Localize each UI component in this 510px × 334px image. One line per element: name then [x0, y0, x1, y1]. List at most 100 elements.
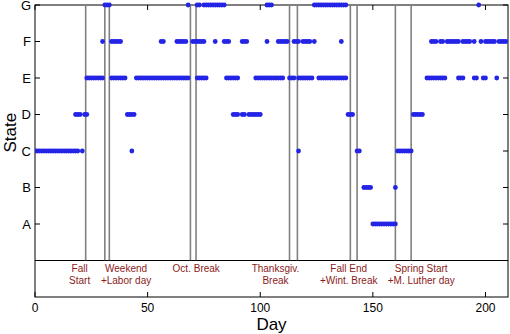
- y-tick-label: B: [22, 180, 31, 195]
- y-tick-label: F: [23, 34, 31, 49]
- point: [368, 185, 373, 190]
- point: [235, 76, 240, 81]
- y-axis-label: State: [1, 113, 20, 153]
- x-tick-label: 150: [363, 301, 383, 315]
- point: [204, 76, 209, 81]
- annotation-text: Break: [262, 275, 289, 286]
- y-tick: [35, 78, 40, 79]
- point: [285, 39, 290, 44]
- annotation-text: +Wint. Break: [320, 275, 379, 286]
- point: [258, 112, 263, 117]
- y-tick: [35, 187, 40, 188]
- event-line: [350, 5, 352, 261]
- point: [100, 39, 105, 44]
- point: [434, 39, 439, 44]
- point: [350, 112, 355, 117]
- y-tick-label: D: [22, 107, 31, 122]
- point: [483, 76, 488, 81]
- point: [307, 39, 312, 44]
- point: [242, 112, 247, 117]
- y-tick-label: C: [22, 144, 31, 159]
- x-tick-label: 200: [475, 301, 495, 315]
- point: [184, 39, 189, 44]
- point: [161, 39, 166, 44]
- x-tick-top: [260, 5, 261, 10]
- y-tick: [35, 5, 40, 6]
- x-tick-top: [147, 5, 148, 10]
- point: [343, 76, 348, 81]
- point: [132, 112, 137, 117]
- point: [420, 112, 425, 117]
- point: [107, 3, 112, 8]
- point: [476, 3, 481, 8]
- point: [474, 76, 479, 81]
- x-tick-label: 50: [141, 301, 155, 315]
- y-tick-label: A: [22, 217, 31, 232]
- event-line: [289, 5, 291, 261]
- point: [456, 39, 461, 44]
- point: [409, 149, 414, 154]
- annotation-text: Oct. Break: [173, 263, 221, 274]
- x-axis-label: Day: [256, 315, 287, 334]
- y-tick-right: [503, 151, 508, 152]
- point: [357, 149, 362, 154]
- annotation-text: Fall: [72, 263, 88, 274]
- point: [202, 39, 207, 44]
- point: [339, 39, 344, 44]
- point: [296, 149, 301, 154]
- point: [280, 76, 285, 81]
- point: [312, 39, 317, 44]
- annotation-text: Spring Start: [395, 263, 448, 274]
- point: [393, 185, 398, 190]
- annotation-text: +Labor day: [101, 275, 151, 286]
- point: [292, 76, 297, 81]
- point: [197, 3, 202, 8]
- point: [492, 39, 497, 44]
- point: [80, 149, 85, 154]
- y-tick-label: G: [21, 0, 31, 13]
- x-tick-top: [485, 5, 486, 10]
- y-tick-right: [503, 114, 508, 115]
- x-tick: [260, 292, 261, 297]
- point: [123, 76, 128, 81]
- annotation-text: Fall End: [330, 263, 367, 274]
- point: [213, 39, 218, 44]
- x-tick: [147, 292, 148, 297]
- annotation-text: Weekend: [105, 263, 147, 274]
- point: [467, 39, 472, 44]
- point: [503, 39, 508, 44]
- x-tick-label: 0: [32, 301, 39, 315]
- annotation-text: +M. Luther day: [388, 275, 455, 286]
- point: [393, 222, 398, 227]
- annotation-text: Thanksgiv.: [252, 263, 300, 274]
- point: [494, 76, 499, 81]
- event-line: [85, 5, 87, 261]
- point: [443, 76, 448, 81]
- chart: 050100150200ABCDEFGDayStateFallStartWeek…: [0, 0, 510, 334]
- y-tick-right: [503, 78, 508, 79]
- y-tick-right: [503, 5, 508, 6]
- x-tick: [35, 292, 36, 297]
- point: [186, 76, 191, 81]
- point: [186, 3, 191, 8]
- x-tick: [485, 292, 486, 297]
- event-line: [109, 5, 111, 261]
- annotation-separator: [35, 260, 508, 261]
- point: [472, 39, 477, 44]
- point: [244, 39, 249, 44]
- annotation-lines: [86, 5, 411, 261]
- event-line: [356, 5, 358, 261]
- y-tick: [35, 224, 40, 225]
- point: [222, 3, 227, 8]
- event-line: [410, 5, 412, 261]
- y-tick-right: [503, 224, 508, 225]
- point: [100, 76, 105, 81]
- y-tick-label: E: [22, 71, 31, 86]
- point: [265, 39, 270, 44]
- point: [84, 112, 89, 117]
- frame: [35, 5, 508, 297]
- point: [226, 39, 231, 44]
- point: [118, 39, 123, 44]
- event-line: [104, 5, 106, 261]
- point: [129, 149, 134, 154]
